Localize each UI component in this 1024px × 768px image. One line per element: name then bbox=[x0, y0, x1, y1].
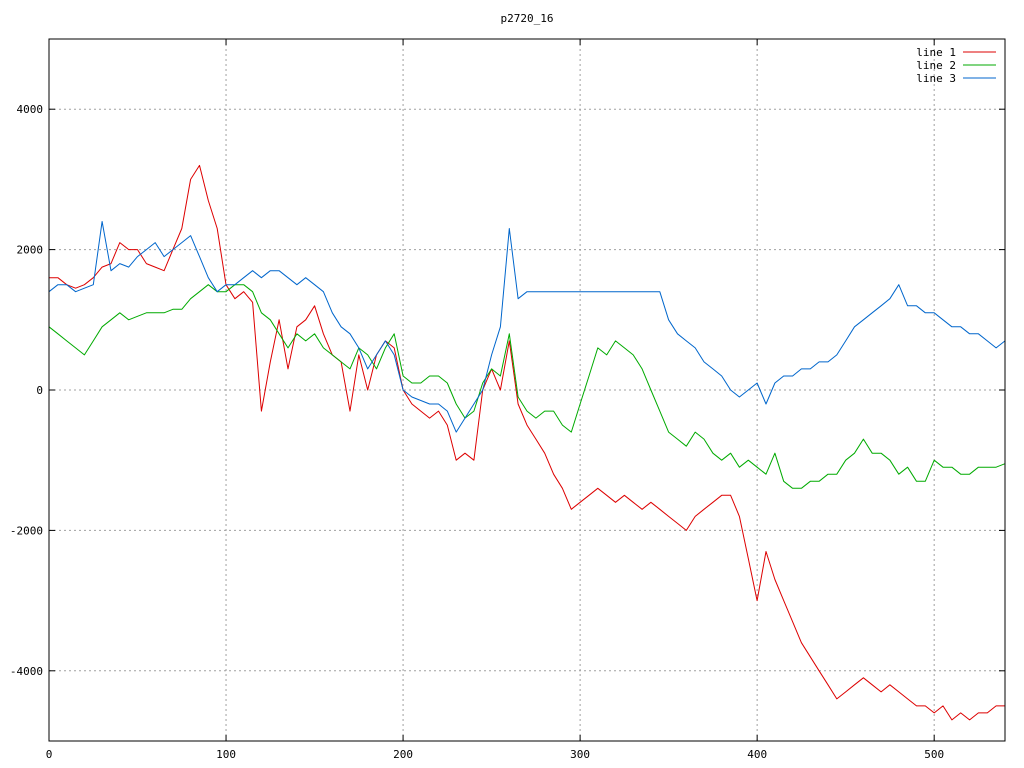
series-line-3 bbox=[48, 221, 1006, 433]
grid bbox=[49, 39, 1005, 741]
x-tick-label: 300 bbox=[570, 748, 590, 761]
y-tick-label: 4000 bbox=[17, 103, 44, 116]
y-tick-label: 2000 bbox=[17, 244, 44, 257]
x-tick-label: 200 bbox=[393, 748, 413, 761]
legend-label-1: line 1 bbox=[916, 46, 956, 59]
x-tick-label: 400 bbox=[747, 748, 767, 761]
legend-label-2: line 2 bbox=[916, 59, 956, 72]
x-tick-label: 0 bbox=[46, 748, 53, 761]
series-layer bbox=[48, 164, 1006, 721]
x-tick-label: 500 bbox=[924, 748, 944, 761]
chart-title: p2720_16 bbox=[501, 12, 554, 25]
series-line-1 bbox=[49, 164, 1005, 721]
series-line-2 bbox=[48, 284, 1006, 489]
legend-label-3: line 3 bbox=[916, 72, 956, 85]
y-tick-label: -2000 bbox=[10, 524, 43, 537]
y-tick-label: -4000 bbox=[10, 665, 43, 678]
x-tick-label: 100 bbox=[216, 748, 236, 761]
ticks: 0 100 200 300 400 500 -4000 -2000 0 2000 4000 bbox=[10, 39, 1005, 761]
y-tick-label: 0 bbox=[36, 384, 43, 397]
